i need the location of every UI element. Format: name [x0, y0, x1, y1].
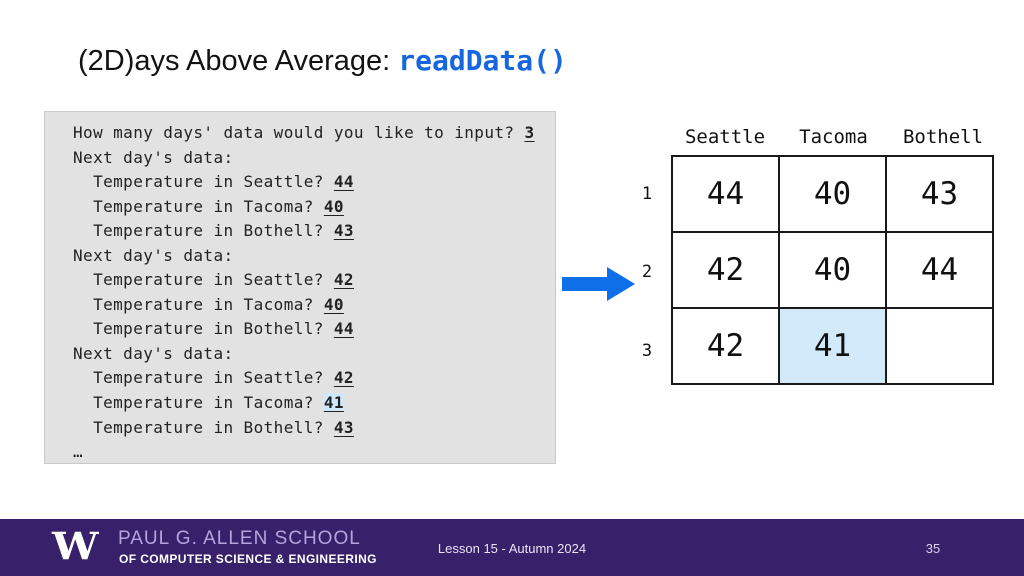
table-cell: 44 [885, 231, 994, 309]
console-line: Next day's data: [73, 146, 555, 171]
slide-title-code: readData() [398, 44, 567, 77]
console-input-value: 44 [333, 319, 354, 339]
console-line: Temperature in Seattle? 44 [73, 170, 555, 195]
console-text: Next day's data: [73, 343, 234, 363]
console-line: Temperature in Tacoma? 40 [73, 195, 555, 220]
table-cell: 42 [671, 231, 780, 309]
console-line: Temperature in Seattle? 42 [73, 268, 555, 293]
console-input-value: 42 [333, 270, 354, 290]
console-input-value: 43 [333, 417, 354, 437]
console-input-value: 40 [323, 196, 344, 216]
table-cell [885, 307, 994, 385]
slide-title: (2D)ays Above Average: readData() [78, 44, 567, 78]
table-row-label-3: 3 [641, 341, 653, 361]
console-line: Next day's data: [73, 342, 555, 367]
footer-lesson-label: Lesson 15 - Autumn 2024 [437, 541, 587, 556]
table-column-header-bothell: Bothell [902, 126, 984, 148]
table-row-label-2: 2 [641, 262, 653, 282]
console-text: Temperature in Bothell? [73, 221, 334, 241]
table-row: 42 41 [671, 307, 994, 385]
table-row: 44 40 43 [671, 155, 994, 233]
console-input-value: 41 [323, 393, 344, 413]
console-input-value: 44 [333, 172, 354, 192]
table-cell: 44 [671, 155, 780, 233]
footer-school-name: PAUL G. ALLEN SCHOOL [118, 528, 361, 549]
table-row: 42 40 44 [671, 231, 994, 309]
console-line: Temperature in Tacoma? 41 [73, 391, 555, 416]
console-line: Temperature in Bothell? 43 [73, 219, 555, 244]
console-line: Temperature in Bothell? 43 [73, 416, 555, 441]
console-text: … [73, 442, 84, 462]
console-input-value: 42 [333, 368, 354, 388]
console-line: Temperature in Seattle? 42 [73, 366, 555, 391]
console-line: … [73, 440, 555, 465]
console-text: Temperature in Seattle? [73, 368, 334, 388]
console-text: Temperature in Bothell? [73, 319, 334, 339]
right-arrow-icon [562, 267, 635, 301]
table-cell: 43 [885, 155, 994, 233]
console-text: Temperature in Tacoma? [73, 294, 324, 314]
console-output-box: How many days' data would you like to in… [44, 111, 556, 464]
console-text: Next day's data: [73, 147, 234, 167]
footer-school-subtitle: OF COMPUTER SCIENCE & ENGINEERING [119, 552, 377, 566]
console-text: Temperature in Seattle? [73, 172, 334, 192]
table-cell: 40 [778, 155, 887, 233]
console-text: Next day's data: [73, 245, 234, 265]
slide-title-text: (2D)ays Above Average: [78, 45, 399, 77]
table-row-label-1: 1 [641, 184, 653, 204]
console-text: Temperature in Tacoma? [73, 196, 324, 216]
console-text: Temperature in Bothell? [73, 417, 334, 437]
table-cell: 40 [778, 231, 887, 309]
console-text: Temperature in Seattle? [73, 270, 334, 290]
console-line: Temperature in Bothell? 44 [73, 317, 555, 342]
table-cell: 42 [671, 307, 780, 385]
console-input-value: 3 [524, 123, 535, 142]
table-column-header-tacoma: Tacoma [799, 126, 868, 148]
console-input-value: 40 [323, 294, 344, 314]
console-line: Temperature in Tacoma? 40 [73, 293, 555, 318]
console-text: How many days' data would you like to in… [73, 123, 525, 142]
console-text: Temperature in Tacoma? [73, 393, 324, 413]
console-line: How many days' data would you like to in… [73, 121, 555, 146]
uw-logo: W [52, 524, 99, 568]
footer-page-number: 35 [925, 541, 941, 556]
temperature-table: 44 40 43 42 40 44 42 41 [671, 155, 994, 385]
console-line: Next day's data: [73, 244, 555, 269]
console-input-value: 43 [333, 221, 354, 241]
footer-bar: W PAUL G. ALLEN SCHOOL OF COMPUTER SCIEN… [0, 519, 1024, 576]
table-cell: 41 [778, 307, 887, 385]
table-column-header-seattle: Seattle [684, 126, 766, 148]
